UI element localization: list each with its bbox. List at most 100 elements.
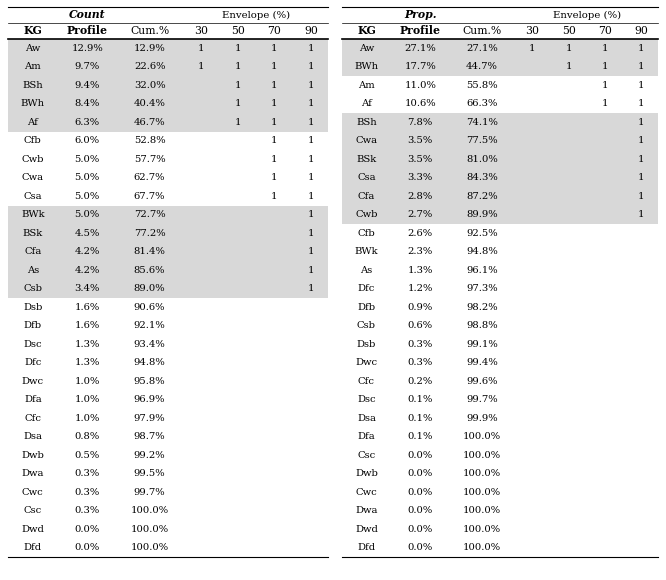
Text: Dfb: Dfb (358, 303, 376, 312)
Text: Cfa: Cfa (24, 247, 41, 256)
Text: 1: 1 (308, 62, 314, 71)
Text: 99.5%: 99.5% (134, 469, 165, 478)
Text: 1: 1 (308, 155, 314, 164)
Text: 99.7%: 99.7% (134, 488, 165, 496)
Text: Dfa: Dfa (24, 395, 42, 404)
Text: 0.1%: 0.1% (408, 432, 433, 441)
Text: 1: 1 (638, 173, 645, 182)
Text: 87.2%: 87.2% (466, 192, 498, 201)
Text: Dwd: Dwd (355, 525, 378, 534)
Text: 1: 1 (308, 284, 314, 293)
Text: 0.8%: 0.8% (75, 432, 100, 441)
Text: Aw: Aw (25, 44, 41, 53)
Text: Csa: Csa (357, 173, 376, 182)
Text: BSh: BSh (356, 118, 377, 127)
Text: 52.8%: 52.8% (134, 136, 165, 145)
Text: 92.1%: 92.1% (134, 321, 165, 330)
Text: 1: 1 (308, 173, 314, 182)
Text: 62.7%: 62.7% (134, 173, 165, 182)
Text: 100.0%: 100.0% (463, 469, 501, 478)
Text: 93.4%: 93.4% (134, 340, 165, 349)
Text: 1.3%: 1.3% (75, 358, 100, 367)
Bar (342, 113, 658, 132)
Text: 94.8%: 94.8% (134, 358, 165, 367)
Text: 1.0%: 1.0% (75, 414, 100, 423)
Text: 1: 1 (638, 118, 645, 127)
Text: 1: 1 (565, 44, 572, 53)
Text: 2.6%: 2.6% (408, 229, 433, 238)
Text: 50: 50 (562, 26, 575, 36)
Text: Cfc: Cfc (358, 377, 375, 386)
Text: 2.3%: 2.3% (408, 247, 433, 256)
Text: 1: 1 (602, 99, 608, 108)
Bar (342, 205, 658, 224)
Text: 1.3%: 1.3% (408, 266, 433, 275)
Text: 77.2%: 77.2% (134, 229, 165, 238)
Text: 4.2%: 4.2% (75, 247, 100, 256)
Text: 1: 1 (308, 118, 314, 127)
Text: 4.5%: 4.5% (75, 229, 100, 238)
Text: 22.6%: 22.6% (134, 62, 165, 71)
Bar (8, 205, 328, 224)
Text: 94.8%: 94.8% (466, 247, 498, 256)
Text: 50: 50 (230, 26, 244, 36)
Text: Dwb: Dwb (21, 451, 44, 460)
Text: Dfc: Dfc (358, 284, 375, 293)
Text: 2.8%: 2.8% (408, 192, 433, 201)
Text: BWh: BWh (21, 99, 45, 108)
Text: 1: 1 (638, 211, 645, 219)
Text: 0.0%: 0.0% (75, 525, 100, 534)
Bar (8, 261, 328, 280)
Text: 0.1%: 0.1% (408, 395, 433, 404)
Text: 12.9%: 12.9% (71, 44, 103, 53)
Text: Cfa: Cfa (358, 192, 375, 201)
Text: Dsc: Dsc (357, 395, 376, 404)
Text: 0.9%: 0.9% (408, 303, 433, 312)
Text: 7.8%: 7.8% (408, 118, 433, 127)
Bar (342, 57, 658, 76)
Text: Dsb: Dsb (357, 340, 376, 349)
Text: 66.3%: 66.3% (466, 99, 498, 108)
Text: 1: 1 (271, 99, 278, 108)
Text: 99.2%: 99.2% (134, 451, 165, 460)
Text: Dwd: Dwd (21, 525, 44, 534)
Text: 1: 1 (308, 99, 314, 108)
Text: 100.0%: 100.0% (463, 432, 501, 441)
Text: 6.3%: 6.3% (75, 118, 100, 127)
Text: 1: 1 (638, 81, 645, 90)
Text: 2.7%: 2.7% (408, 211, 433, 219)
Text: Profile: Profile (400, 26, 441, 37)
Text: 1: 1 (308, 136, 314, 145)
Text: 1: 1 (638, 44, 645, 53)
Text: As: As (360, 266, 372, 275)
Text: 0.0%: 0.0% (408, 543, 433, 552)
Text: 1: 1 (234, 118, 241, 127)
Text: 57.7%: 57.7% (134, 155, 165, 164)
Text: Af: Af (27, 118, 38, 127)
Text: Csb: Csb (23, 284, 43, 293)
Text: 55.8%: 55.8% (466, 81, 498, 90)
Text: 97.3%: 97.3% (466, 284, 498, 293)
Text: 89.9%: 89.9% (466, 211, 498, 219)
Bar (342, 187, 658, 205)
Text: BSh: BSh (23, 81, 43, 90)
Text: 100.0%: 100.0% (463, 488, 501, 496)
Text: 100.0%: 100.0% (463, 451, 501, 460)
Text: Csc: Csc (358, 451, 376, 460)
Text: 0.0%: 0.0% (408, 525, 433, 534)
Text: Csb: Csb (357, 321, 376, 330)
Text: 1: 1 (638, 99, 645, 108)
Text: 1: 1 (271, 44, 278, 53)
Text: 95.8%: 95.8% (134, 377, 165, 386)
Text: 97.9%: 97.9% (134, 414, 165, 423)
Text: 17.7%: 17.7% (404, 62, 436, 71)
Text: 6.0%: 6.0% (75, 136, 100, 145)
Text: 100.0%: 100.0% (463, 543, 501, 552)
Text: Cwb: Cwb (21, 155, 44, 164)
Text: Dsa: Dsa (357, 414, 376, 423)
Text: 70: 70 (268, 26, 281, 36)
Text: 100.0%: 100.0% (131, 506, 168, 515)
Text: 1: 1 (271, 173, 278, 182)
Text: 67.7%: 67.7% (134, 192, 165, 201)
Text: Cwb: Cwb (355, 211, 378, 219)
